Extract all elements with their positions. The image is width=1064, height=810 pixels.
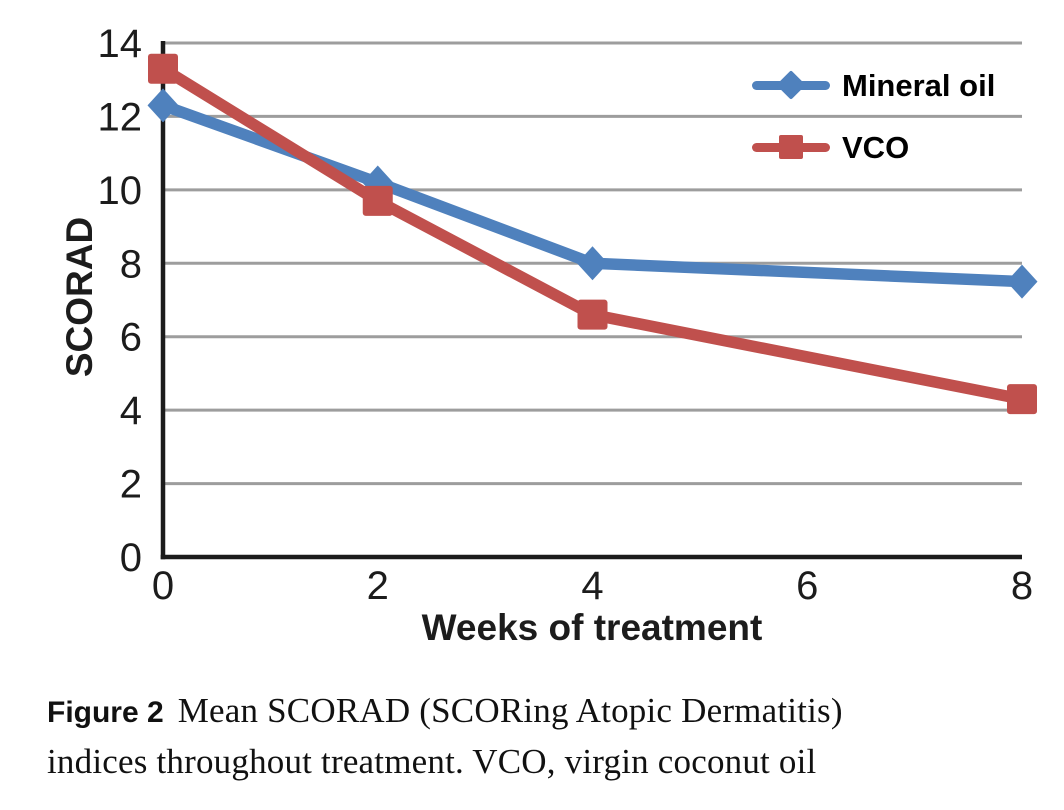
figure-number: Figure 2 — [47, 696, 164, 729]
mineral-oil-line-swatch — [752, 70, 830, 100]
legend: Mineral oil VCO — [752, 62, 995, 170]
axes — [160, 41, 1022, 560]
legend-item-vco: VCO — [752, 124, 995, 170]
gridlines — [163, 41, 1022, 486]
y-tick-label-6: 6 — [120, 316, 142, 360]
diamond-marker-icon — [776, 70, 806, 100]
caption-line2: indices throughout treatment. VCO, virgi… — [47, 742, 817, 781]
y-tick-label-4: 4 — [120, 389, 142, 433]
marker-diamond-mineral-oil-week-0 — [147, 88, 179, 123]
tick-labels: 0 2 4 6 8 10 12 14 0 2 4 6 8 — [98, 22, 1034, 608]
x-tick-label-8: 8 — [1011, 564, 1033, 608]
marker-square-vco-week-2 — [362, 185, 393, 216]
marker-diamond-mineral-oil-week-8 — [1006, 264, 1038, 299]
vco-line-swatch — [752, 135, 830, 159]
figure-caption: Figure 2 Mean SCORAD (SCORing Atopic Derm… — [47, 686, 1027, 786]
x-tick-label-2: 2 — [367, 564, 389, 608]
square-marker-icon — [779, 135, 803, 159]
y-tick-label-8: 8 — [120, 242, 142, 286]
x-tick-label-0: 0 — [152, 564, 174, 608]
series-line-vco — [157, 62, 1028, 405]
legend-item-mineral-oil: Mineral oil — [752, 62, 995, 108]
x-axis-title: Weeks of treatment — [422, 607, 763, 648]
y-axis-title: SCORAD — [59, 217, 100, 377]
marker-square-vco-week-4 — [577, 299, 608, 330]
y-tick-label-2: 2 — [120, 463, 142, 507]
y-tick-label-0: 0 — [120, 536, 142, 580]
y-tick-label-12: 12 — [98, 95, 143, 139]
series-line-mineral-oil — [157, 99, 1028, 288]
x-tick-label-4: 4 — [581, 564, 603, 608]
legend-label-mineral-oil: Mineral oil — [842, 67, 996, 103]
y-tick-label-14: 14 — [98, 22, 143, 66]
x-tick-label-6: 6 — [796, 564, 818, 608]
data-series — [147, 53, 1038, 415]
legend-label-vco: VCO — [842, 129, 910, 165]
caption-line1: Mean SCORAD (SCORing Atopic Dermatitis) — [177, 691, 843, 730]
marker-square-vco-week-0 — [148, 53, 178, 84]
y-tick-label-10: 10 — [98, 169, 143, 213]
marker-diamond-mineral-oil-week-4 — [577, 246, 608, 281]
marker-square-vco-week-8 — [1007, 384, 1037, 415]
scorad-line-chart: 0 2 4 6 8 10 12 14 0 2 4 6 8 SCORAD Weeks of treatme… — [59, 22, 1038, 648]
